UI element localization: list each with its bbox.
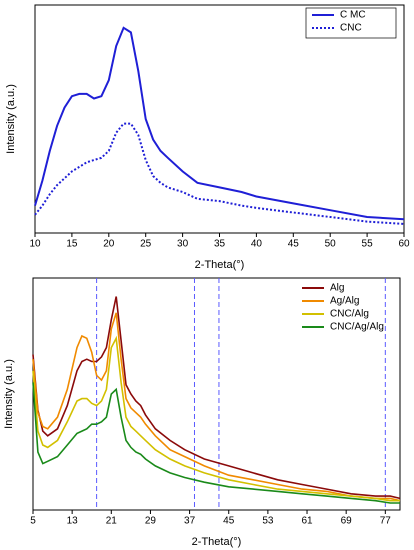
x-tick-label: 61	[301, 516, 313, 527]
x-tick-label: 35	[214, 239, 226, 250]
x-tick-label: 50	[325, 239, 337, 250]
x-axis-label: 2-Theta(°)	[192, 536, 242, 548]
x-tick-label: 25	[140, 239, 152, 250]
legend-box	[305, 7, 397, 39]
x-axis-label: 2-Theta(°)	[195, 259, 245, 271]
series-line	[34, 26, 405, 221]
x-tick-label: 21	[106, 516, 118, 527]
legend-label: Ag/Alg	[330, 296, 359, 307]
plot-frame	[34, 4, 405, 234]
x-tick-label: 5	[30, 516, 36, 527]
legend-label: C MC	[340, 10, 366, 21]
x-tick-label: 45	[288, 239, 300, 250]
x-tick-label: 55	[362, 239, 374, 250]
series-line	[32, 296, 401, 500]
x-tick-label: 10	[29, 239, 41, 250]
x-tick-label: 13	[67, 516, 79, 527]
x-tick-label: 69	[341, 516, 353, 527]
series-line	[32, 382, 400, 504]
x-tick-label: 40	[251, 239, 263, 250]
series-line	[32, 312, 401, 502]
x-tick-label: 30	[177, 239, 189, 250]
legend-label: CNC/Ag/Alg	[330, 322, 384, 333]
legend-label: Alg	[330, 283, 344, 294]
legend-label: CNC	[340, 23, 362, 34]
plot-frame	[32, 277, 401, 511]
x-tick-label: 37	[184, 516, 196, 527]
y-axis-label: Intensity (a.u.)	[3, 359, 15, 429]
x-tick-label: 45	[223, 516, 235, 527]
series-line	[34, 122, 405, 225]
x-tick-label: 20	[103, 239, 115, 250]
series-line	[32, 335, 400, 502]
legend-label: CNC/Alg	[330, 309, 369, 320]
x-tick-label: 29	[145, 516, 157, 527]
y-axis-label: Intensity (a.u.)	[5, 84, 17, 154]
x-tick-label: 60	[398, 239, 410, 250]
x-tick-label: 77	[380, 516, 392, 527]
x-tick-label: 15	[66, 239, 78, 250]
x-tick-label: 53	[262, 516, 274, 527]
